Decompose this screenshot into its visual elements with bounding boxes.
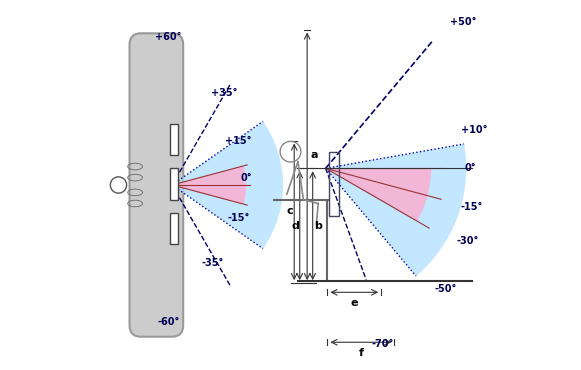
- FancyBboxPatch shape: [170, 124, 178, 155]
- Text: -50°: -50°: [435, 283, 457, 294]
- Text: d: d: [291, 221, 299, 231]
- Text: +15°: +15°: [225, 135, 252, 146]
- Text: -35°: -35°: [202, 258, 224, 268]
- Text: +35°: +35°: [211, 87, 237, 98]
- Text: a: a: [311, 150, 318, 161]
- Text: +50°: +50°: [450, 17, 476, 27]
- Text: c: c: [286, 206, 293, 216]
- Text: +10°: +10°: [461, 124, 487, 135]
- Text: -30°: -30°: [457, 235, 479, 246]
- Wedge shape: [172, 121, 283, 249]
- Text: -60°: -60°: [157, 317, 180, 327]
- Text: b: b: [314, 221, 322, 231]
- Text: +60°: +60°: [155, 32, 182, 42]
- Text: -15°: -15°: [461, 202, 483, 212]
- Text: 0°: 0°: [464, 163, 476, 174]
- Wedge shape: [325, 168, 431, 221]
- FancyBboxPatch shape: [170, 213, 178, 244]
- Wedge shape: [172, 166, 246, 204]
- Text: 0°: 0°: [241, 172, 252, 183]
- Text: f: f: [358, 348, 363, 359]
- Text: -70°: -70°: [372, 339, 394, 349]
- Wedge shape: [325, 144, 466, 276]
- Text: e: e: [350, 298, 358, 309]
- FancyBboxPatch shape: [170, 168, 178, 200]
- FancyBboxPatch shape: [130, 33, 183, 337]
- Bar: [329, 152, 339, 216]
- Text: -15°: -15°: [228, 213, 250, 223]
